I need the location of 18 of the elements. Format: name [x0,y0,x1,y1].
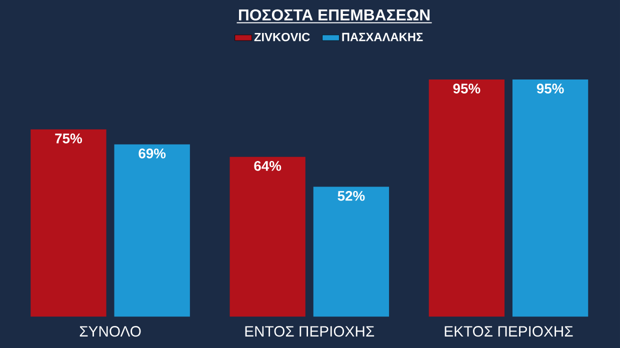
bar [512,79,588,316]
data-label: 64% [254,160,282,171]
legend-label: ZIVKOVIC [254,32,310,42]
data-label: 95% [453,83,480,94]
chart-title: ΠΟΣΟΣΤΑ ΕΠΕΜΒΑΣΕΩΝ [239,9,430,20]
bar [114,144,190,316]
bar [230,156,306,316]
bar [313,186,390,316]
data-label: 75% [55,133,82,144]
legend-label: ΠΑΣΧΑΛΑΚΗΣ [342,32,423,41]
x-tick-label: ΣΥΝΟΛΟ [80,326,141,336]
data-label: 69% [138,148,166,158]
x-tick-label: ΕΚΤΟΣ ΠΕΡΙΟΧΗΣ [444,326,573,336]
bar [428,79,505,316]
data-label: 52% [338,190,365,201]
data-label: 95% [536,83,564,94]
x-tick-label: ΕΝΤΟΣ ΠΕΡΙΟΧΗΣ [245,326,374,336]
bar [30,129,106,316]
